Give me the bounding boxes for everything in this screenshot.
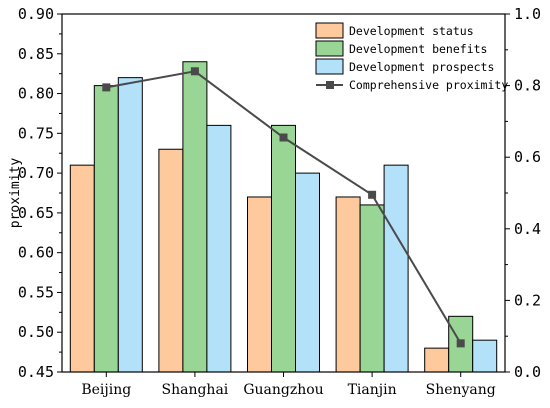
y-tick-label: 0.70 [18,164,54,182]
y2-tick-label: 0.2 [514,291,541,309]
bar [182,61,208,373]
legend-line-marker [326,81,334,89]
bar [271,124,296,373]
legend-swatch [315,40,344,57]
bar [93,85,119,373]
line-marker [456,339,465,348]
legend-label: Development status [349,24,474,38]
y-tick-label: 0.45 [18,363,54,381]
y-tick-label: 0.80 [18,85,54,103]
legend-label: Development benefits [349,42,487,56]
bar [247,196,272,373]
bar [359,204,385,373]
y2-tick-label: 0.4 [514,220,541,238]
x-tick-label: Tianjin [348,382,397,398]
y-tick-label: 0.85 [18,45,54,63]
y2-tick-label: 1.0 [514,5,541,23]
y2-tick-label: 0.8 [514,77,541,95]
x-tick-label: Shanghai [162,382,229,398]
legend-swatch [315,22,344,39]
x-tick-label: Guangzhou [243,382,323,398]
bar [117,77,143,373]
line-marker [190,67,199,76]
legend-label: Comprehensive proximity [349,78,508,92]
bars-layer [69,61,498,373]
y2-tick-label: 0.0 [514,363,541,381]
x-tick-label: Beijing [81,382,131,398]
line-layer [102,67,465,348]
y-axis-title: proximity [8,158,23,229]
line-marker [102,83,111,92]
legend-label: Development prospects [349,60,494,74]
y-tick-label: 0.90 [18,5,54,23]
line-marker [368,190,377,199]
y-tick-label: 0.50 [18,323,54,341]
bar [335,196,361,373]
bar [206,124,232,373]
bar [383,164,409,373]
bar [158,148,184,373]
bar [472,339,498,373]
bar [424,347,450,373]
legend: Development status Development benefits De… [315,22,508,92]
bar [295,172,320,373]
y-tick-label: 0.65 [18,204,54,222]
axes-layer: 0.45 0.50 0.55 0.60 0.65 0.70 0.75 0.80 0.85 0.90… [18,5,541,398]
y-tick-label: 0.60 [18,244,54,262]
line-marker [279,133,288,142]
y-tick-label: 0.75 [18,124,54,142]
y-tick-label: 0.55 [18,283,54,301]
y2-tick-label: 0.6 [514,148,541,166]
bar [69,164,95,373]
x-tick-label: Shenyang [426,382,496,398]
legend-swatch [315,58,344,75]
